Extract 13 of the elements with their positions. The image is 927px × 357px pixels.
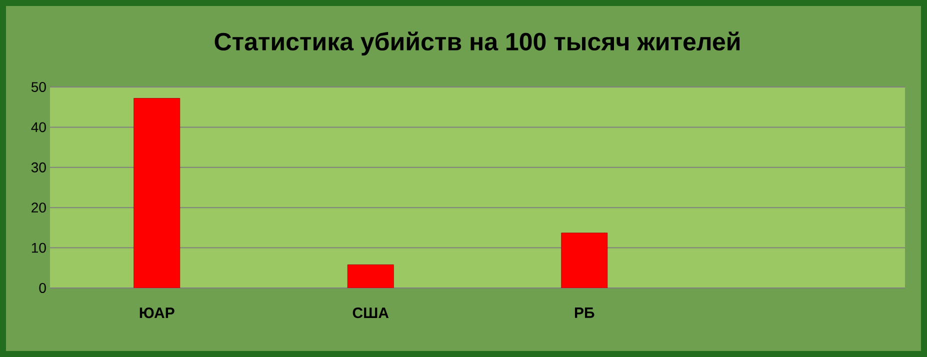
x-tick-label: ЮАР	[140, 308, 174, 318]
x-tick-label: РБ	[574, 308, 594, 318]
bar	[347, 264, 394, 288]
y-tick-label: 40	[31, 122, 46, 132]
bar	[561, 232, 608, 288]
y-tick-label: 10	[32, 242, 46, 253]
x-tick-label: США	[352, 308, 389, 318]
y-tick-label: 20	[32, 202, 46, 213]
y-tick-label: 0	[39, 283, 46, 293]
y-tick-label: 50	[31, 82, 46, 92]
chart-title: Статистика убийств на 100 тысяч жителей	[214, 32, 740, 56]
y-tick-label: 30	[31, 162, 46, 172]
bar	[134, 98, 180, 288]
